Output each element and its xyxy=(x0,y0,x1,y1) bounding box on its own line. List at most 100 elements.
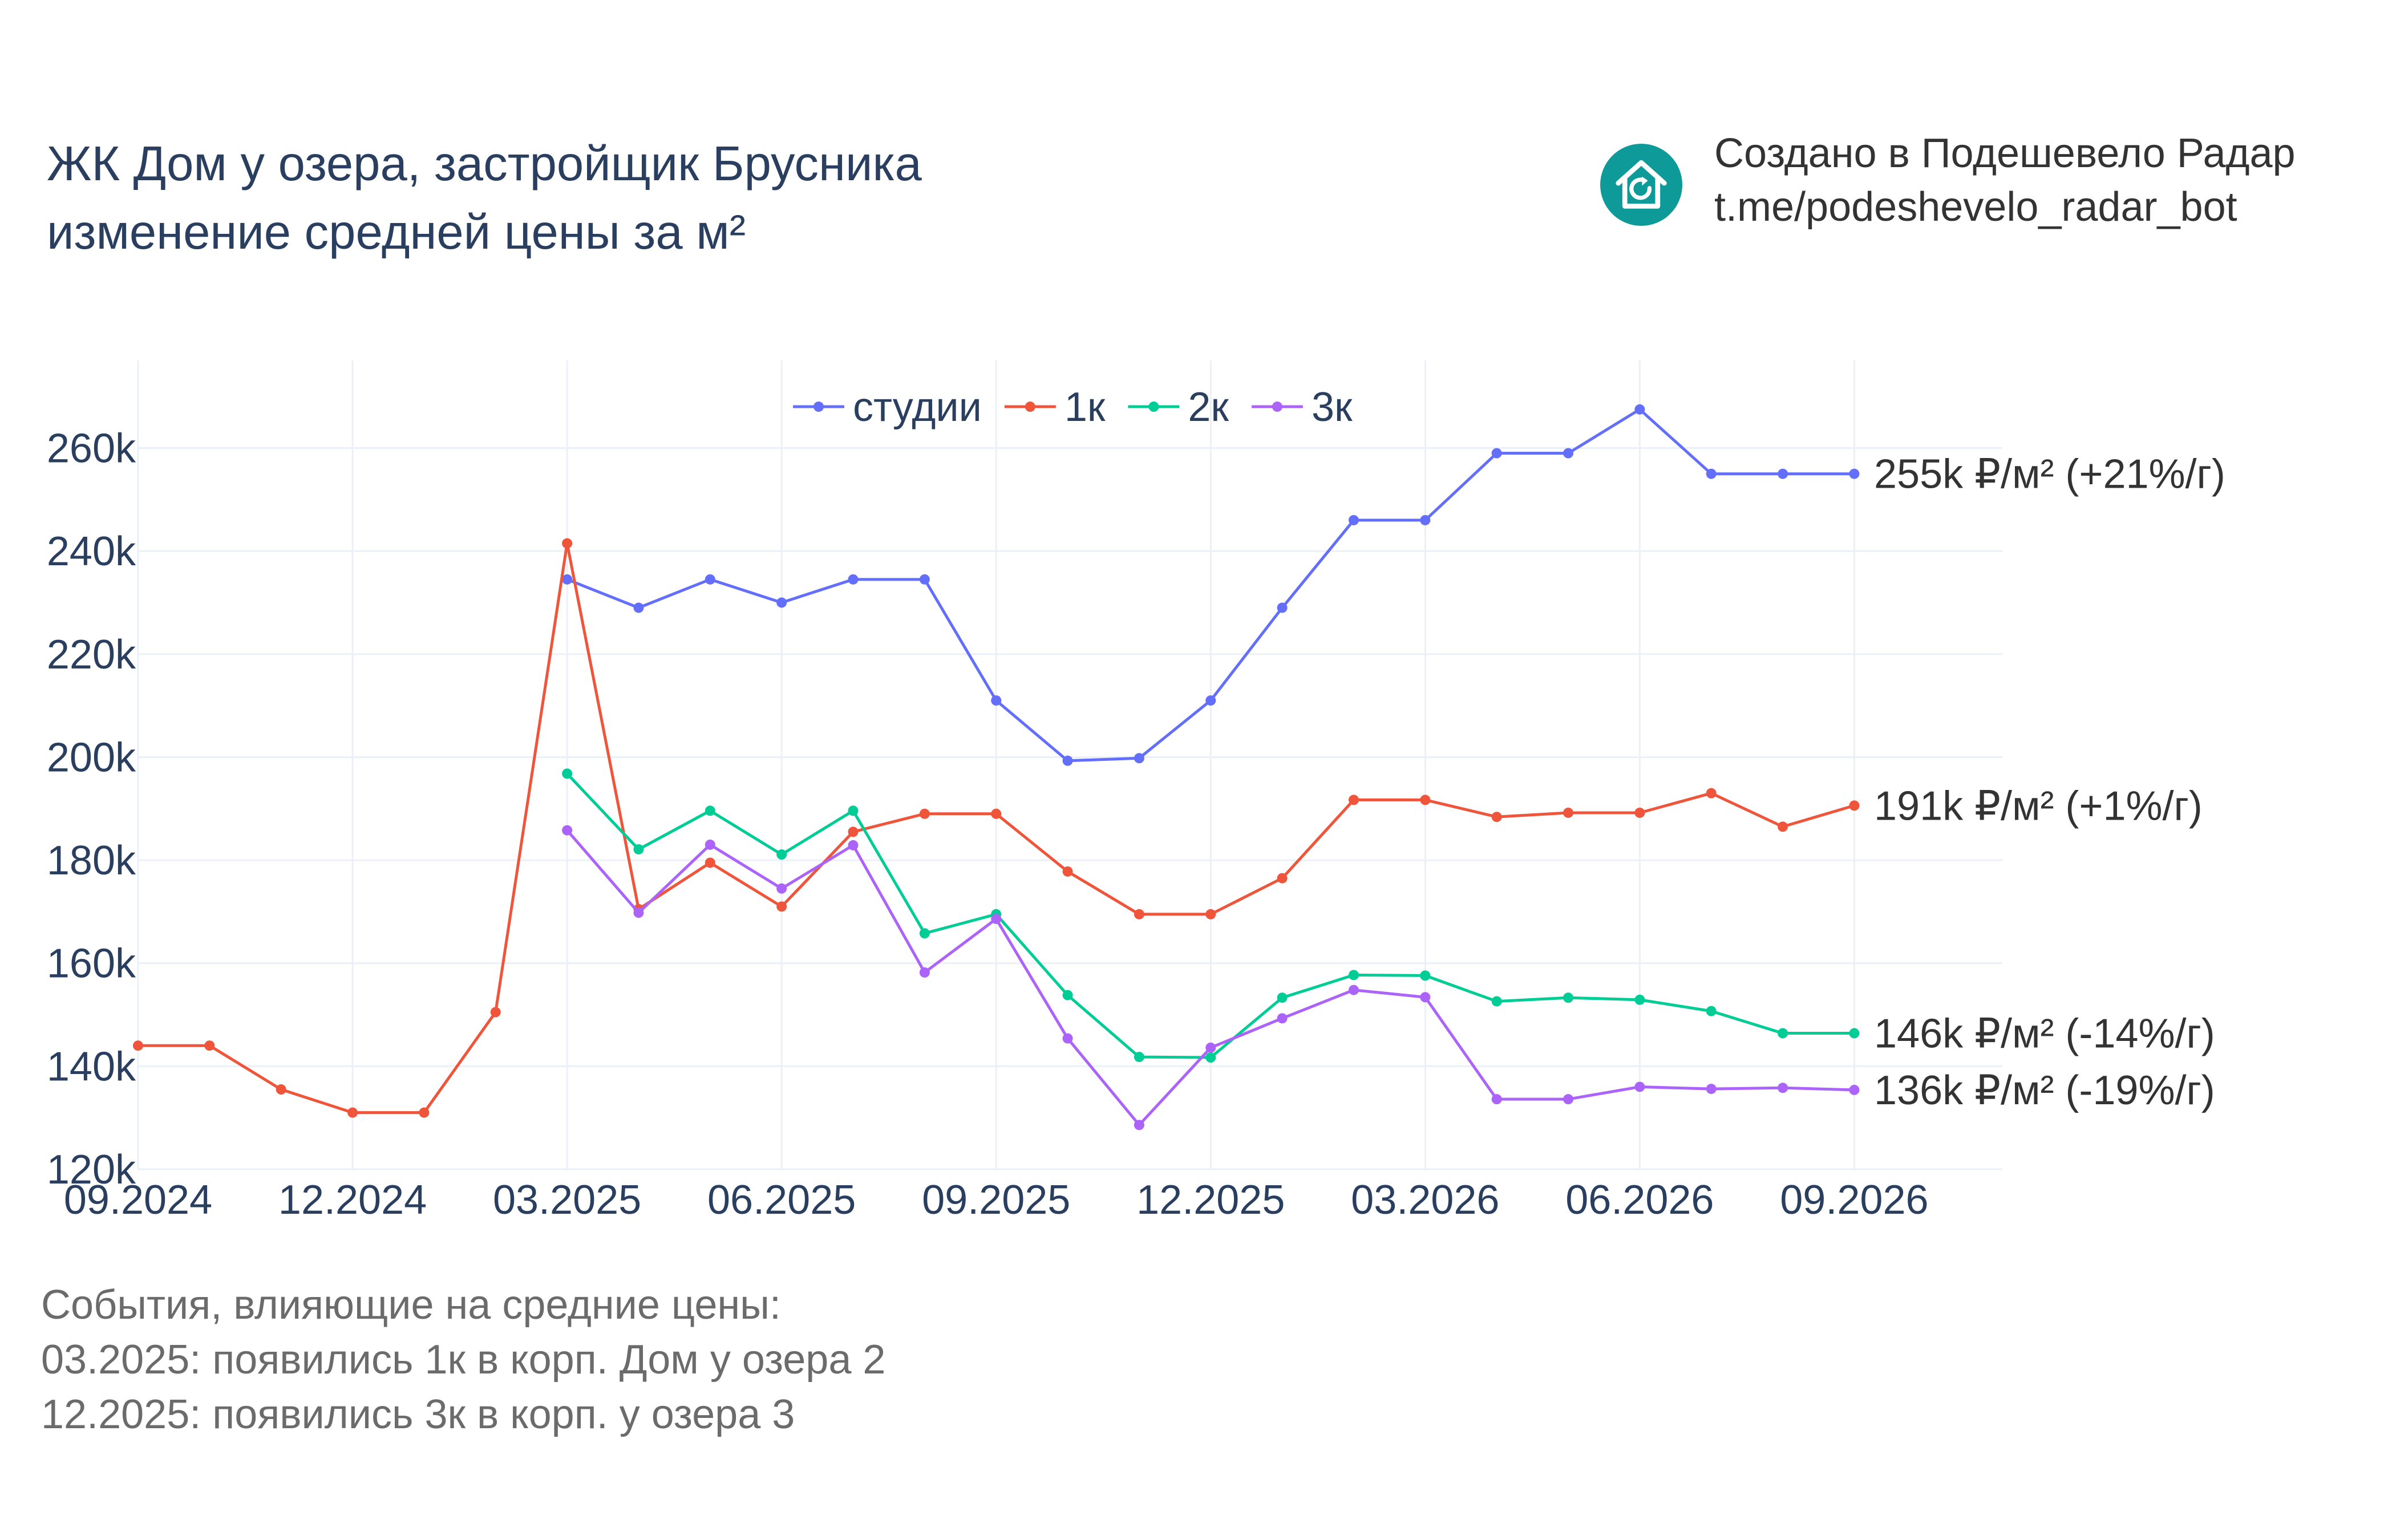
event-item-2: 12.2025: появились 3к в корп. у озера 3 xyxy=(41,1392,795,1437)
data-point-студии xyxy=(919,574,930,585)
data-point-1к xyxy=(490,1007,501,1018)
legend-marker-студии xyxy=(813,402,824,412)
data-point-2к xyxy=(1634,994,1645,1005)
legend-marker-1к xyxy=(1025,402,1035,412)
data-point-1к xyxy=(1634,807,1645,818)
data-point-1к xyxy=(276,1084,286,1095)
data-point-1к xyxy=(776,901,787,912)
data-point-студии xyxy=(633,602,644,613)
data-point-1к xyxy=(848,826,859,837)
data-point-3к xyxy=(919,967,930,978)
y-tick-label: 120k xyxy=(47,1147,136,1193)
logo-circle xyxy=(1600,144,1682,226)
data-point-1к xyxy=(1563,807,1573,818)
legend-item-3к[interactable]: 3к xyxy=(1312,384,1353,430)
data-point-2к xyxy=(705,805,715,816)
y-axis-ticks: 120k 140k 160k 180k 200k 220k 240k 260k xyxy=(47,426,136,1193)
data-point-3к xyxy=(1563,1094,1573,1105)
data-point-студии xyxy=(1778,468,1788,479)
data-point-студии xyxy=(1420,514,1431,525)
data-point-1к xyxy=(919,808,930,819)
x-tick-label: 06.2025 xyxy=(707,1177,856,1223)
house-refresh-icon xyxy=(1600,144,1682,226)
data-point-3к xyxy=(1134,1120,1144,1130)
x-tick-label: 12.2025 xyxy=(1136,1177,1285,1223)
data-point-3к xyxy=(1634,1081,1645,1092)
data-point-2к xyxy=(919,928,930,939)
data-point-1к xyxy=(562,538,573,549)
events-heading: События, влияющие на средние цены: xyxy=(41,1282,781,1328)
chart-title-line-1: ЖК Дом у озера, застройщик Брусника xyxy=(47,137,922,191)
logo-house xyxy=(1616,160,1667,209)
chart-legend: студии 1к 2к 3к xyxy=(793,384,1353,430)
data-point-студии xyxy=(1277,602,1288,613)
data-point-2к xyxy=(633,844,644,855)
data-point-3к xyxy=(1205,1042,1216,1053)
data-point-3к xyxy=(776,883,787,894)
logo-refresh-arrowhead xyxy=(1642,176,1648,186)
y-tick-label: 200k xyxy=(47,735,136,780)
data-point-3к xyxy=(1778,1083,1788,1093)
data-point-1к xyxy=(204,1040,215,1051)
data-point-3к xyxy=(633,907,644,918)
data-point-2к xyxy=(776,849,787,860)
data-point-студии xyxy=(1491,448,1502,459)
y-tick-label: 140k xyxy=(47,1044,136,1089)
data-point-студии xyxy=(705,574,715,585)
data-point-2к xyxy=(1205,1052,1216,1063)
data-point-1к xyxy=(1420,795,1431,805)
data-point-студии xyxy=(1205,695,1216,706)
end-label-1к: 191k ₽/м² (+1%/г) xyxy=(1874,783,2203,829)
brand-credit-link[interactable]: t.me/podeshevelo_radar_bot xyxy=(1714,184,2237,230)
data-point-2к xyxy=(1849,1028,1860,1039)
chart-title-line-2: изменение средней цены за м² xyxy=(47,205,746,260)
data-point-2к xyxy=(1348,970,1359,980)
data-point-3к xyxy=(1062,1033,1073,1044)
data-point-1к xyxy=(705,857,715,868)
chart-series xyxy=(133,404,1860,1130)
data-point-1к xyxy=(1778,821,1788,832)
data-point-студии xyxy=(1634,404,1645,415)
data-point-студии xyxy=(1062,755,1073,766)
data-point-3к xyxy=(1491,1094,1502,1105)
data-point-2к xyxy=(1277,992,1288,1003)
legend-item-2к[interactable]: 2к xyxy=(1188,384,1229,430)
data-point-3к xyxy=(991,914,1002,925)
data-point-1к xyxy=(1062,866,1073,877)
data-point-студии xyxy=(848,574,859,585)
data-point-1к xyxy=(347,1107,358,1118)
legend-marker-3к xyxy=(1272,402,1282,412)
data-point-1к xyxy=(419,1107,430,1118)
data-point-3к xyxy=(1849,1084,1860,1095)
data-point-1к xyxy=(133,1040,143,1051)
x-tick-label: 09.2026 xyxy=(1780,1177,1928,1223)
legend-item-студии[interactable]: студии xyxy=(853,384,982,430)
data-point-3к xyxy=(1277,1013,1288,1024)
data-point-2к xyxy=(562,768,573,779)
data-point-2к xyxy=(1134,1052,1144,1063)
end-label-студии: 255k ₽/м² (+21%/г) xyxy=(1874,452,2225,497)
data-point-2к xyxy=(1778,1028,1788,1039)
y-tick-label: 260k xyxy=(47,426,136,472)
data-point-студии xyxy=(1706,468,1717,479)
logo-refresh-arrow xyxy=(1629,177,1652,200)
data-point-2к xyxy=(1420,970,1431,981)
y-tick-label: 220k xyxy=(47,632,136,678)
data-point-1к xyxy=(1205,909,1216,919)
end-label-3к: 136k ₽/м² (-19%/г) xyxy=(1874,1068,2215,1113)
data-point-студии xyxy=(776,597,787,608)
data-point-3к xyxy=(848,840,859,850)
x-tick-label: 09.2025 xyxy=(922,1177,1070,1223)
x-tick-label: 09.2024 xyxy=(64,1177,212,1223)
data-point-3к xyxy=(705,839,715,850)
legend-item-1к[interactable]: 1к xyxy=(1065,384,1106,430)
x-axis-ticks: 09.2024 12.2024 03.2025 06.2025 09.2025 12.20… xyxy=(64,1177,1929,1223)
data-point-3к xyxy=(1348,984,1359,995)
brand-credit-line-1: Создано в Подешевело Радар xyxy=(1714,131,2296,176)
data-point-1к xyxy=(1706,788,1717,799)
data-point-1к xyxy=(1348,795,1359,805)
x-tick-label: 06.2026 xyxy=(1565,1177,1714,1223)
y-tick-label: 160k xyxy=(47,941,136,987)
x-tick-label: 03.2025 xyxy=(493,1177,641,1223)
